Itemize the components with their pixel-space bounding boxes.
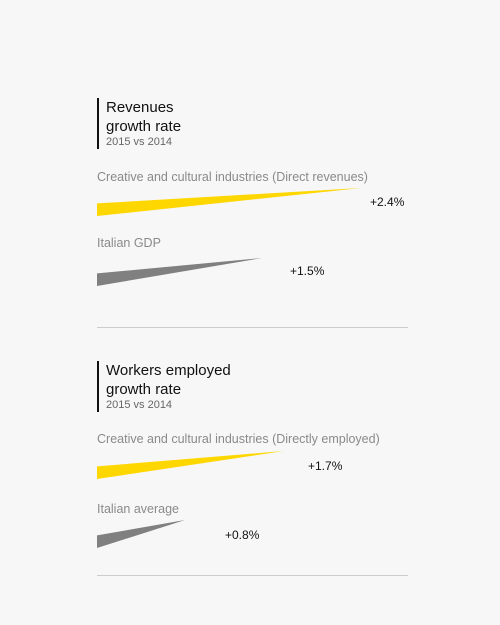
chart-1-category-label-1: Italian GDP [97,236,161,250]
chart-1-heading: Revenues growth rate 2015 vs 2014 [97,98,181,149]
chart-1-subtitle: 2015 vs 2014 [106,136,173,148]
chart-2-heading: Workers employed growth rate 2015 vs 201… [97,361,231,412]
chart-2-title-line2: growth rate [106,381,182,398]
chart-2-title-line1: Workers employed [106,362,231,379]
chart-2-category-label-1: Italian average [97,502,180,516]
chart-2-value-label-0: +1.7% [308,459,343,473]
chart-2-value-label-1: +0.8% [225,528,260,542]
chart-1-wedge-bar-1 [97,258,262,286]
chart-2-divider [97,575,408,576]
chart-2-category-label-0: Creative and cultural industries (Direct… [97,432,380,446]
chart-1-divider [97,327,408,328]
chart-1-value-label-1: +1.5% [290,264,325,278]
chart-1-title-line1: Revenues [106,99,174,116]
chart-2-wedge-bar-1 [97,520,185,548]
chart-1-wedge-bar-0 [97,188,361,216]
chart-2-subtitle: 2015 vs 2014 [106,399,173,411]
chart-1-value-label-0: +2.4% [370,195,405,209]
chart-2-wedge-bar-0 [97,451,284,479]
chart-1-category-label-0: Creative and cultural industries (Direct… [97,170,368,184]
chart-1-title-line2: growth rate [106,118,182,135]
